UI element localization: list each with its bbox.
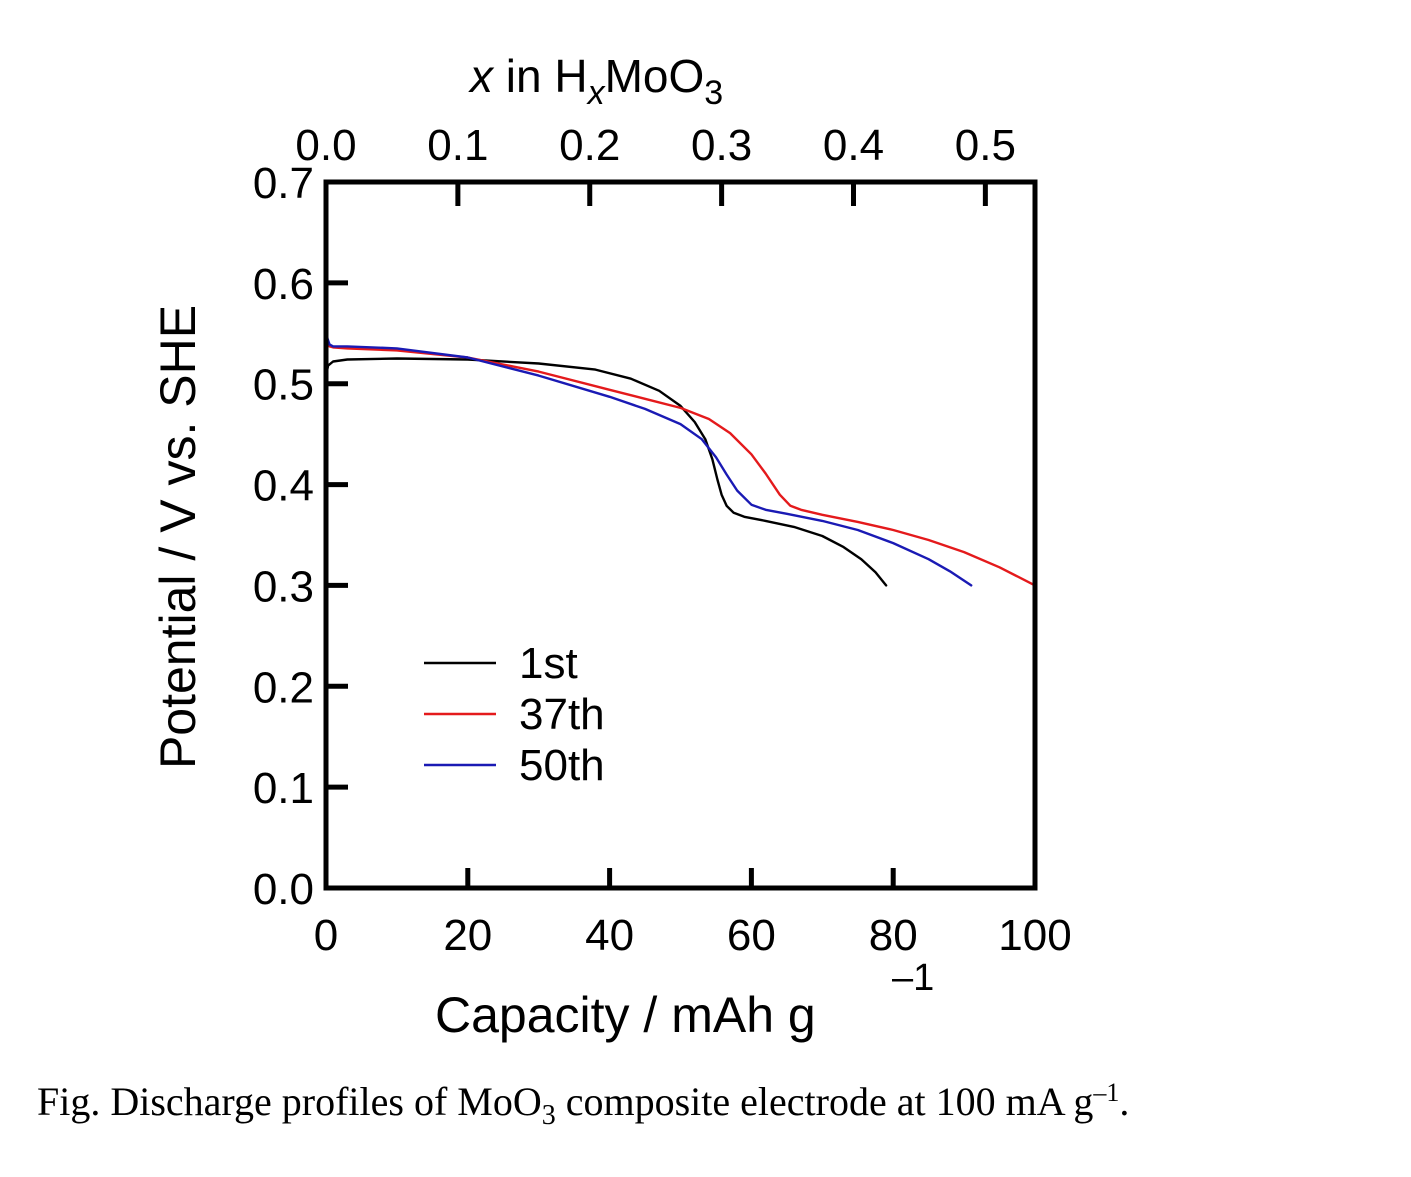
x-axis-label-superscript: –1	[892, 957, 934, 999]
figure-caption: Fig. Discharge profiles of MoO3 composit…	[37, 1078, 1129, 1131]
x-axis-label: Capacity / mAh g	[435, 987, 816, 1043]
y-tick-label: 0.4	[253, 462, 314, 511]
y-tick-label: 0.2	[253, 663, 314, 712]
top-tick-label: 0.3	[691, 121, 752, 170]
top-axis-label-x: x	[468, 50, 495, 102]
top-tick-label: 0.4	[823, 121, 884, 170]
caption-sub: 3	[542, 1100, 556, 1131]
y-tick-label: 0.7	[253, 159, 314, 208]
series-layer	[324, 317, 1037, 587]
top-tick-label: 0.1	[427, 121, 488, 170]
x-tick-label: 40	[585, 911, 634, 960]
top-tick-label: 0.2	[559, 121, 620, 170]
series-line-1st	[324, 357, 888, 587]
x-tick-label: 60	[727, 911, 776, 960]
x-tick-label: 80	[869, 911, 918, 960]
y-tick-label: 0.3	[253, 562, 314, 611]
caption-suffix: .	[1119, 1079, 1129, 1124]
y-tick-label: 0.1	[253, 764, 314, 813]
top-tick-label: 0.0	[295, 121, 356, 170]
top-axis-label-in-h: in H	[493, 50, 588, 102]
x-tick-label: 0	[314, 911, 338, 960]
top-axis-label: x in HxMoO3	[468, 50, 723, 112]
top-axis-label-sub-x: x	[586, 74, 606, 112]
series-line-37th	[324, 332, 1037, 587]
x-tick-label: 100	[998, 911, 1071, 960]
caption-sup: –1	[1092, 1078, 1119, 1107]
top-tick-label: 0.5	[955, 121, 1016, 170]
plot-frame	[323, 179, 1038, 891]
y-tick-label: 0.5	[253, 361, 314, 410]
caption-middle: composite electrode at 100 mA g	[556, 1079, 1094, 1124]
y-tick-label: 0.0	[253, 865, 314, 914]
y-axis-label: Potential / V vs. SHE	[150, 305, 206, 769]
series-line-50th	[324, 317, 973, 587]
x-tick-label: 20	[443, 911, 492, 960]
legend-label-37th: 37th	[519, 690, 605, 739]
top-axis-label-sub-3: 3	[704, 74, 723, 112]
top-axis-label-moo: MoO	[605, 50, 705, 102]
y-tick-label: 0.6	[253, 260, 314, 309]
legend-label-1st: 1st	[519, 639, 578, 688]
caption-prefix: Fig. Discharge profiles of MoO	[37, 1079, 542, 1124]
legend-label-50th: 50th	[519, 741, 605, 790]
